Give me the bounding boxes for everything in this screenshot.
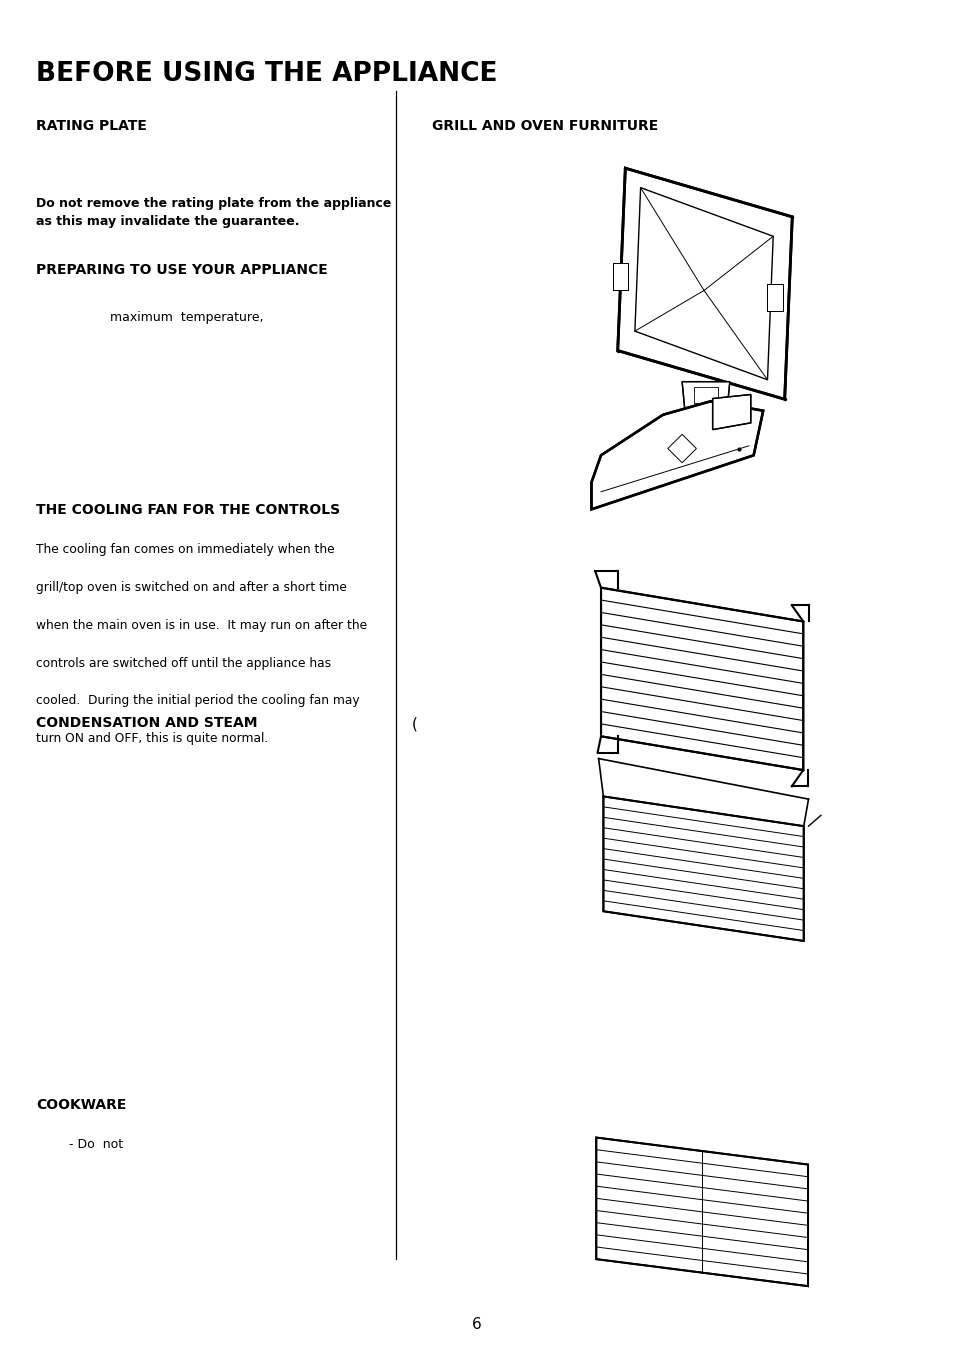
Text: THE COOLING FAN FOR THE CONTROLS: THE COOLING FAN FOR THE CONTROLS [36,503,340,516]
Polygon shape [712,394,750,430]
Polygon shape [602,797,802,940]
Text: when the main oven is in use.  It may run on after the: when the main oven is in use. It may run… [36,619,367,632]
Text: (: ( [412,716,417,731]
Text: PREPARING TO USE YOUR APPLIANCE: PREPARING TO USE YOUR APPLIANCE [36,263,328,277]
Text: turn ON and OFF, this is quite normal.: turn ON and OFF, this is quite normal. [36,732,268,746]
Polygon shape [766,284,781,311]
Text: maximum  temperature,: maximum temperature, [110,311,263,324]
Polygon shape [681,381,729,411]
Text: Do not remove the rating plate from the appliance
as this may invalidate the gua: Do not remove the rating plate from the … [36,197,392,228]
Text: BEFORE USING THE APPLIANCE: BEFORE USING THE APPLIANCE [36,61,497,86]
Text: The cooling fan comes on immediately when the: The cooling fan comes on immediately whe… [36,543,335,557]
Text: - Do  not: - Do not [69,1138,123,1151]
Polygon shape [612,263,627,290]
Text: GRILL AND OVEN FURNITURE: GRILL AND OVEN FURNITURE [432,119,658,132]
Text: COOKWARE: COOKWARE [36,1098,127,1112]
Text: controls are switched off until the appliance has: controls are switched off until the appl… [36,657,331,670]
Text: grill/top oven is switched on and after a short time: grill/top oven is switched on and after … [36,581,347,594]
Text: RATING PLATE: RATING PLATE [36,119,147,132]
Text: CONDENSATION AND STEAM: CONDENSATION AND STEAM [36,716,257,730]
Text: 6: 6 [472,1317,481,1332]
Polygon shape [600,588,802,770]
Text: cooled.  During the initial period the cooling fan may: cooled. During the initial period the co… [36,694,359,708]
Polygon shape [618,168,791,400]
Polygon shape [596,1138,807,1286]
Polygon shape [591,401,762,509]
